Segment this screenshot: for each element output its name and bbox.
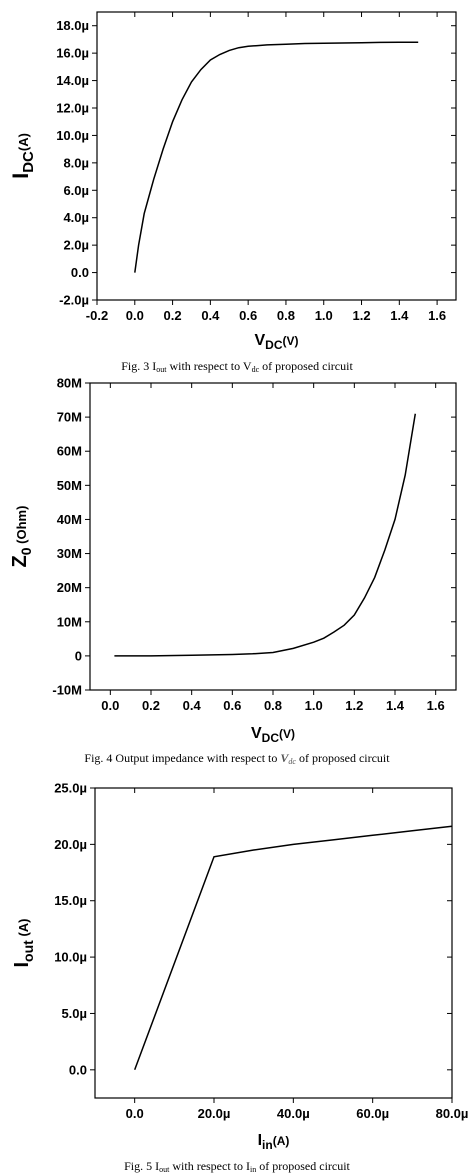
y-tick-label: 14.0µ bbox=[56, 73, 89, 88]
chart-idc-vs-vdc: -0.2 0.0 0.2 0.4 0.6 0.8 1.0 1.2 1.4 1.6 -2.0µ 0.0 2… bbox=[8, 11, 457, 374]
x-tick-label: 0.2 bbox=[142, 698, 160, 713]
x-tick-label: 0.0 bbox=[101, 698, 119, 713]
x-tick-label: 1.2 bbox=[345, 698, 363, 713]
y-tick-label: 8.0µ bbox=[63, 155, 89, 170]
chart-z0-vs-vdc: 0.0 0.2 0.4 0.6 0.8 1.0 1.2 1.4 1.6 -10M 0 10M 20M 30… bbox=[9, 376, 457, 766]
chart-iout-vs-iin: 0.0 20.0µ 40.0µ 60.0µ 80.0µ 0.0 5.0µ 10.0µ 15.0µ… bbox=[11, 781, 468, 1175]
x-tick-label: 1.2 bbox=[352, 308, 370, 323]
series-line bbox=[134, 41, 419, 273]
figure-caption: Fig. 5 Iout with respect to Iin of propo… bbox=[124, 1159, 350, 1174]
plot-frame bbox=[94, 787, 453, 1099]
series-line bbox=[114, 413, 417, 657]
y-tick-label: 0 bbox=[75, 648, 82, 663]
x-tick-label: 1.6 bbox=[428, 308, 446, 323]
y-tick-label: 0.0 bbox=[69, 1062, 87, 1077]
x-tick-label: 0.6 bbox=[239, 308, 257, 323]
y-tick-label: 80M bbox=[57, 376, 82, 391]
y-tick-label: 15.0µ bbox=[54, 893, 87, 908]
y-tick-label: 2.0µ bbox=[63, 238, 89, 253]
x-tick-label: 80.0µ bbox=[436, 1106, 469, 1121]
y-tick-label: 20M bbox=[57, 580, 82, 595]
x-tick-label: 0.0 bbox=[126, 308, 144, 323]
x-axis-label: VDC(V) bbox=[251, 725, 295, 745]
x-tick-label: 1.4 bbox=[390, 308, 409, 323]
x-tick-label: 0.8 bbox=[277, 308, 295, 323]
series-line bbox=[133, 825, 453, 1071]
plot-frame bbox=[96, 11, 457, 301]
x-tick-label: 0.4 bbox=[201, 308, 220, 323]
figure-caption: Fig. 3 Iout with respect to Vdc of propo… bbox=[121, 359, 353, 374]
x-tick-label: 0.8 bbox=[264, 698, 282, 713]
figure-caption: Fig. 4 Output impedance with respect to … bbox=[84, 751, 390, 766]
y-tick-label: 5.0µ bbox=[61, 1006, 87, 1021]
y-tick-label: 6.0µ bbox=[63, 183, 89, 198]
y-tick-label: 10M bbox=[57, 614, 82, 629]
y-axis-label: IDC(A) bbox=[8, 133, 37, 179]
y-tick-label: 20.0µ bbox=[54, 837, 87, 852]
y-tick-label: -10M bbox=[52, 683, 82, 698]
x-tick-label: 40.0µ bbox=[277, 1106, 310, 1121]
y-axis-label: Iout (A) bbox=[11, 919, 36, 968]
x-tick-label: 20.0µ bbox=[198, 1106, 231, 1121]
plot-frame bbox=[89, 382, 457, 691]
x-axis-label: Iin(A) bbox=[258, 1132, 290, 1152]
y-axis-label: Z0 (Ohm) bbox=[9, 506, 34, 568]
y-tick-label: 25.0µ bbox=[54, 781, 87, 796]
y-tick-label: 50M bbox=[57, 478, 82, 493]
x-tick-label: 0.0 bbox=[126, 1106, 144, 1121]
y-tick-label: 12.0µ bbox=[56, 101, 89, 116]
x-tick-label: 1.6 bbox=[427, 698, 445, 713]
y-tick-label: 4.0µ bbox=[63, 210, 89, 225]
x-axis-label: VDC(V) bbox=[254, 332, 298, 352]
y-tick-label: 18.0µ bbox=[56, 18, 89, 33]
x-tick-label: 60.0µ bbox=[356, 1106, 389, 1121]
y-tick-label: 30M bbox=[57, 546, 82, 561]
y-tick-label: 0.0 bbox=[71, 265, 89, 280]
y-tick-label: 70M bbox=[57, 410, 82, 425]
x-tick-label: 1.4 bbox=[386, 698, 405, 713]
x-tick-label: 0.4 bbox=[183, 698, 202, 713]
y-tick-label: -2.0µ bbox=[59, 293, 89, 308]
y-tick-label: 10.0µ bbox=[56, 128, 89, 143]
y-tick-label: 10.0µ bbox=[54, 950, 87, 965]
y-tick-label: 16.0µ bbox=[56, 46, 89, 61]
x-tick-label: 0.2 bbox=[164, 308, 182, 323]
y-tick-label: 60M bbox=[57, 444, 82, 459]
x-tick-label: -0.2 bbox=[86, 308, 108, 323]
y-tick-label: 40M bbox=[57, 512, 82, 527]
x-tick-label: 1.0 bbox=[315, 308, 333, 323]
x-tick-label: 1.0 bbox=[305, 698, 323, 713]
x-tick-label: 0.6 bbox=[223, 698, 241, 713]
